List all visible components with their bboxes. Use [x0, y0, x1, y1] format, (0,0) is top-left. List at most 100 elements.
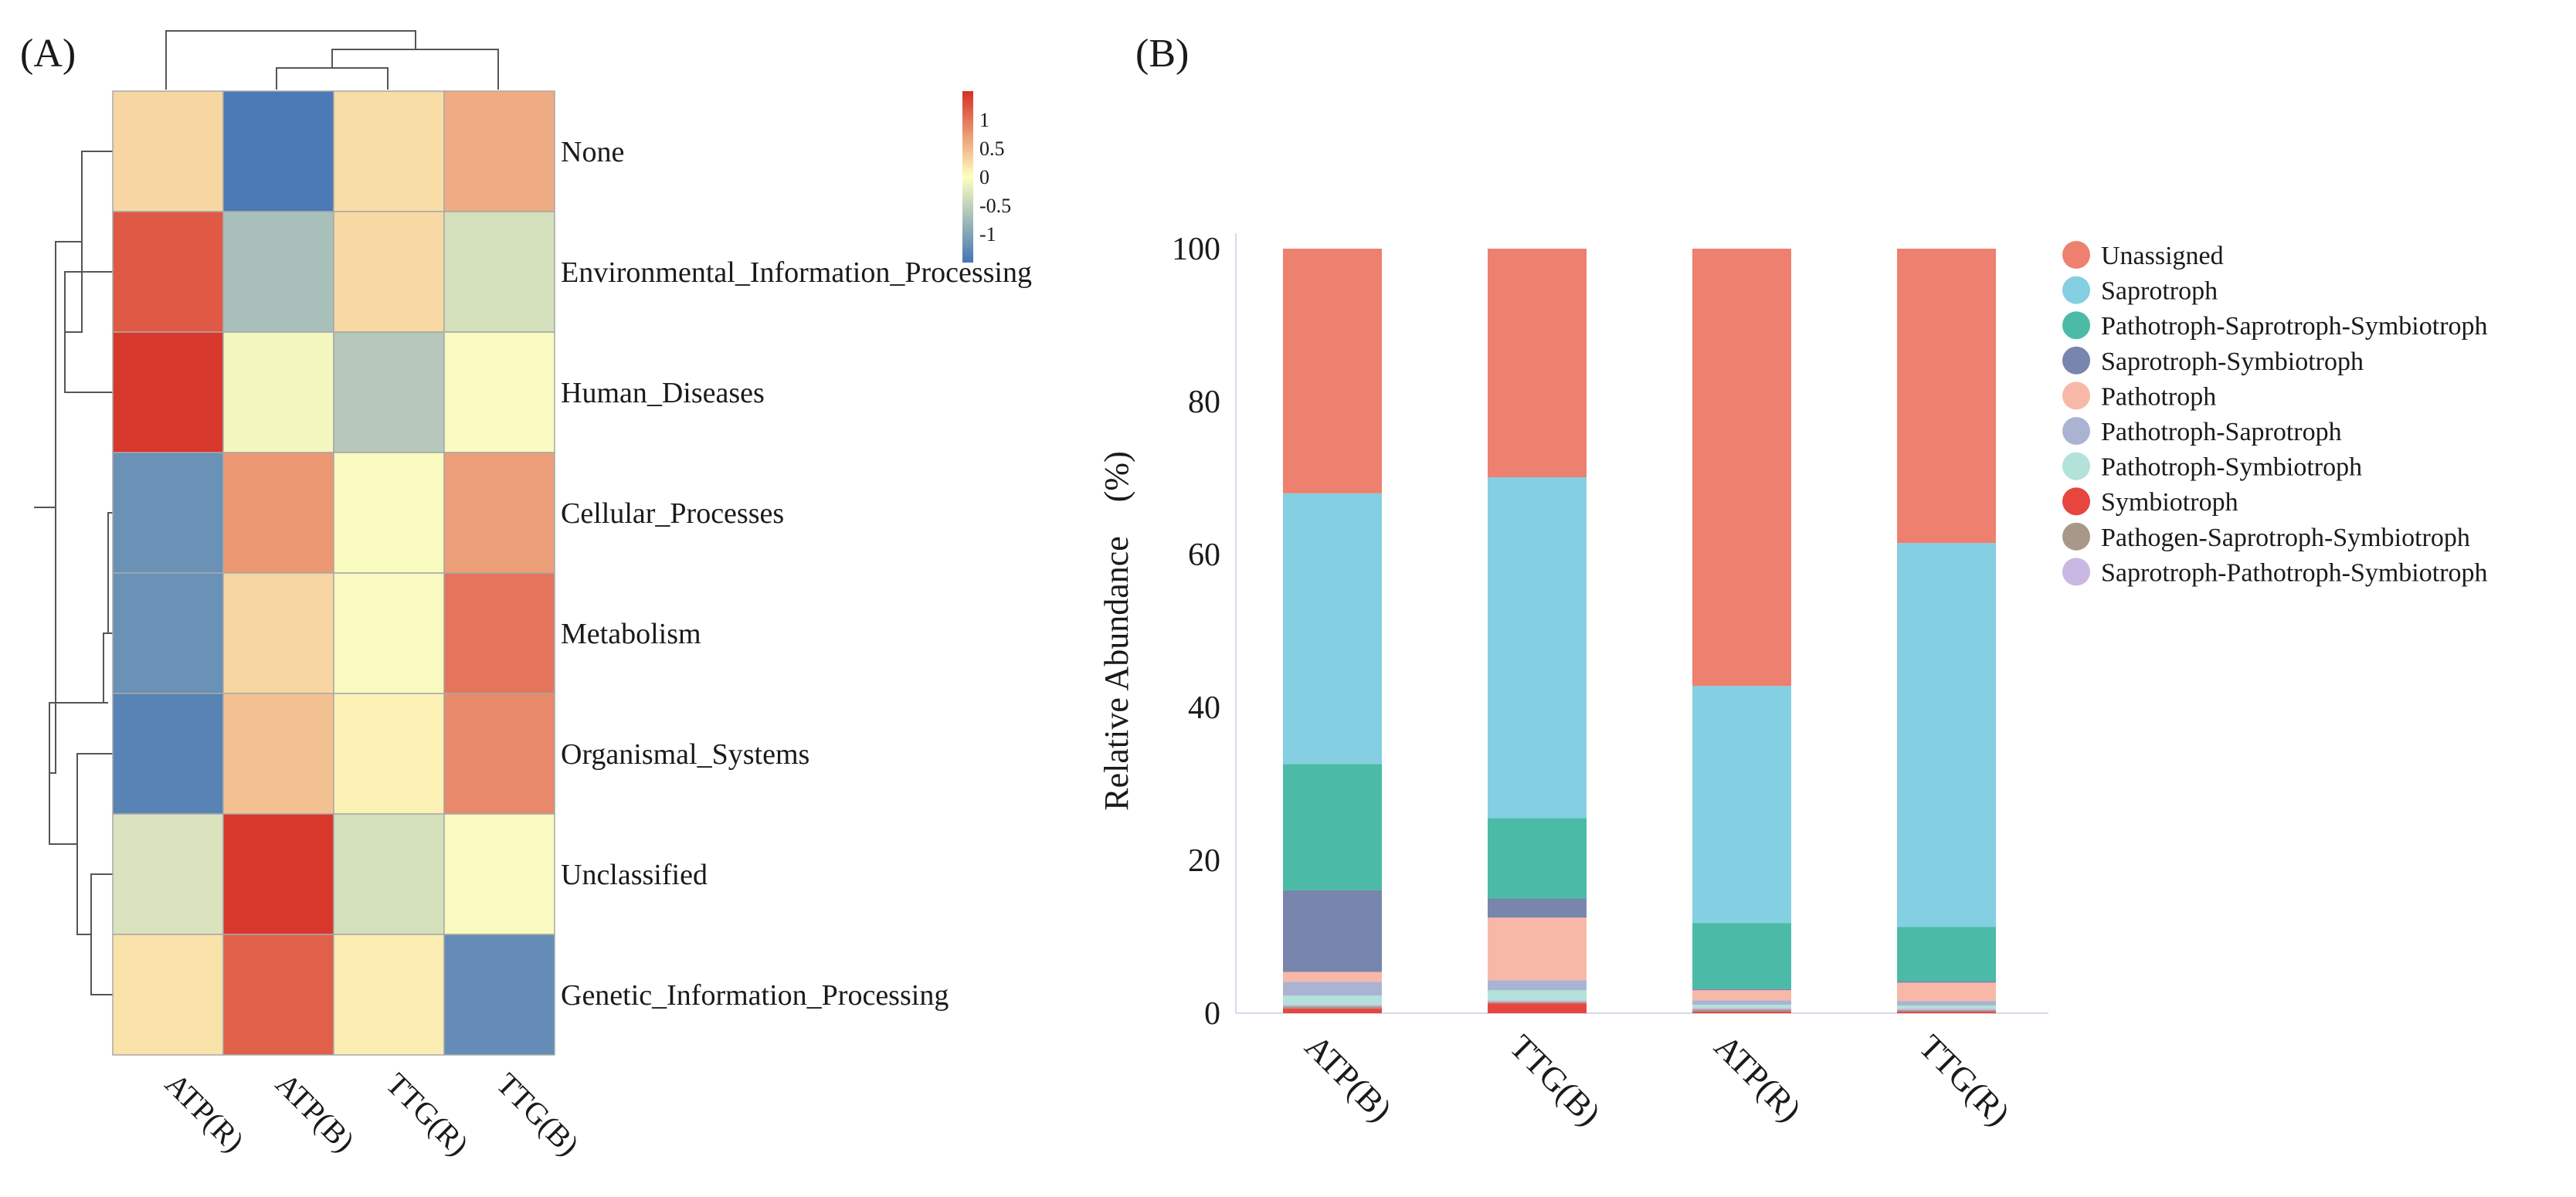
x-tick-label: TTG(B)	[1502, 1027, 1608, 1133]
heatmap-column-label: TTG(R)	[379, 1066, 476, 1163]
bar-segment	[1897, 1010, 1996, 1012]
heatmap-cell	[222, 934, 334, 1056]
heatmap-cell	[443, 693, 555, 815]
colorbar-tick-label: -0.5	[979, 195, 1011, 217]
bar-segment	[1692, 1000, 1791, 1005]
heatmap-cell	[443, 572, 555, 694]
heatmap-row-label: None	[561, 136, 624, 168]
column-dendrogram-link	[276, 67, 389, 90]
bar-segment	[1488, 818, 1587, 899]
heatmap-cell	[112, 572, 224, 694]
heatmap-panel: (A) None Environmental_Information_Proces…	[20, 30, 1032, 1163]
bar-segment	[1283, 249, 1382, 493]
bar-segment	[1283, 1006, 1382, 1009]
bar-segment	[1897, 249, 1996, 544]
legend-swatch	[2062, 522, 2090, 551]
legend-label: Saprotroph	[2101, 277, 2218, 306]
heatmap-cell	[333, 452, 445, 574]
heatmap-cell	[222, 452, 334, 574]
heatmap-cell	[443, 90, 555, 212]
heatmap-cell	[443, 934, 555, 1056]
bar-axes: 0 20 40 60 80 100 Relative Abundance (%)	[1098, 232, 2048, 1032]
y-axis-title: Relative Abundance (%)	[1098, 451, 1135, 811]
heatmap-cell	[112, 331, 224, 453]
heatmap-cell	[443, 813, 555, 935]
bar-segment	[1283, 982, 1382, 996]
column-dendrogram-link	[165, 30, 416, 90]
colorbar-tick-label: 0	[979, 166, 989, 188]
heatmap-row-label: Unclassified	[561, 859, 708, 891]
bar-segment	[1283, 972, 1382, 982]
heatmap-column-label: ATP(R)	[158, 1066, 251, 1159]
bar-segment	[1692, 988, 1791, 991]
bar-segment	[1692, 923, 1791, 989]
bar-segment	[1897, 1009, 1996, 1011]
legend-label: Pathotroph-Saprotroph	[2101, 418, 2342, 446]
heatmap-column-label: TTG(B)	[490, 1066, 586, 1163]
heatmap-column-labels: ATP(R) ATP(B) TTG(R) TTG(B)	[158, 1066, 586, 1163]
bar-segment	[1692, 1009, 1791, 1012]
legend-swatch	[2062, 276, 2090, 304]
panel-b-label: (B)	[1135, 32, 1189, 76]
heatmap-cell	[333, 331, 445, 453]
colorbar-gradient	[962, 91, 973, 263]
legend-label: Symbiotroph	[2101, 488, 2238, 517]
heatmap-column-label: ATP(B)	[269, 1066, 361, 1159]
row-dendrogram-link	[107, 512, 113, 634]
bars: ATP(B) TTG(B) ATP(R) TTG(R)	[1283, 249, 2018, 1133]
bar-segment	[1897, 982, 1996, 1002]
bar-segment	[1488, 917, 1587, 981]
heatmap-row-label: Metabolism	[561, 618, 701, 650]
bar-segment	[1692, 686, 1791, 924]
bar-segment	[1283, 1005, 1382, 1007]
heatmap-cell	[333, 693, 445, 815]
x-tick-label: ATP(B)	[1298, 1027, 1399, 1128]
heatmap-row-label: Human_Diseases	[561, 377, 765, 409]
colorbar-tick-label: 1	[979, 109, 989, 131]
legend-swatch	[2062, 487, 2090, 516]
legend-swatch	[2062, 381, 2090, 410]
heatmap-cell	[222, 572, 334, 694]
heatmap-cell	[112, 693, 224, 815]
y-tick-label: 0	[1204, 996, 1220, 1032]
heatmap-cell	[222, 813, 334, 935]
heatmap-cell	[112, 452, 224, 574]
bar-segment	[1488, 990, 1587, 1001]
colorbar: 1 0.5 0 -0.5 -1	[962, 91, 1011, 263]
heatmap-cell	[222, 211, 334, 333]
legend-swatch	[2062, 417, 2090, 445]
legend-swatch	[2062, 241, 2090, 269]
legend-label: Pathotroph	[2101, 382, 2216, 411]
heatmap-cell	[333, 572, 445, 694]
bar-segment	[1692, 990, 1791, 1001]
bar-segment	[1283, 493, 1382, 765]
stacked-bar-panel: (B) 0 20 40 60 80 100 Relative Abundance (%) A…	[1098, 32, 2488, 1133]
heatmap-cells	[112, 90, 555, 1056]
heatmap-row-label: Cellular_Processes	[561, 497, 784, 530]
bar-segment	[1488, 1002, 1587, 1004]
heatmap-row-labels: None Environmental_Information_Processing…	[561, 136, 1032, 1012]
bar-segment	[1692, 1008, 1791, 1010]
bar-segment	[1488, 1003, 1587, 1013]
bar-segment	[1488, 1000, 1587, 1002]
panel-a-label: (A)	[20, 32, 76, 76]
legend-swatch	[2062, 311, 2090, 340]
heatmap-row-label: Environmental_Information_Processing	[561, 256, 1032, 289]
heatmap-cell	[112, 211, 224, 333]
legend-swatch	[2062, 452, 2090, 480]
bar-segment	[1488, 477, 1587, 819]
heatmap-cell	[222, 331, 334, 453]
y-tick-label: 80	[1188, 385, 1220, 420]
heatmap-cell	[333, 211, 445, 333]
y-tick-label: 100	[1172, 232, 1220, 267]
bar-segment	[1897, 981, 1996, 983]
row-dendrogram-link	[103, 632, 113, 704]
bar-segment	[1692, 1012, 1791, 1013]
bar-segment	[1283, 1009, 1382, 1013]
colorbar-tick-label: -1	[979, 223, 996, 246]
heatmap-cell	[222, 693, 334, 815]
dendrogram	[34, 30, 499, 995]
legend-label: Pathotroph-Symbiotroph	[2101, 453, 2362, 482]
bar-segment	[1488, 898, 1587, 918]
bar-segment	[1692, 1005, 1791, 1009]
